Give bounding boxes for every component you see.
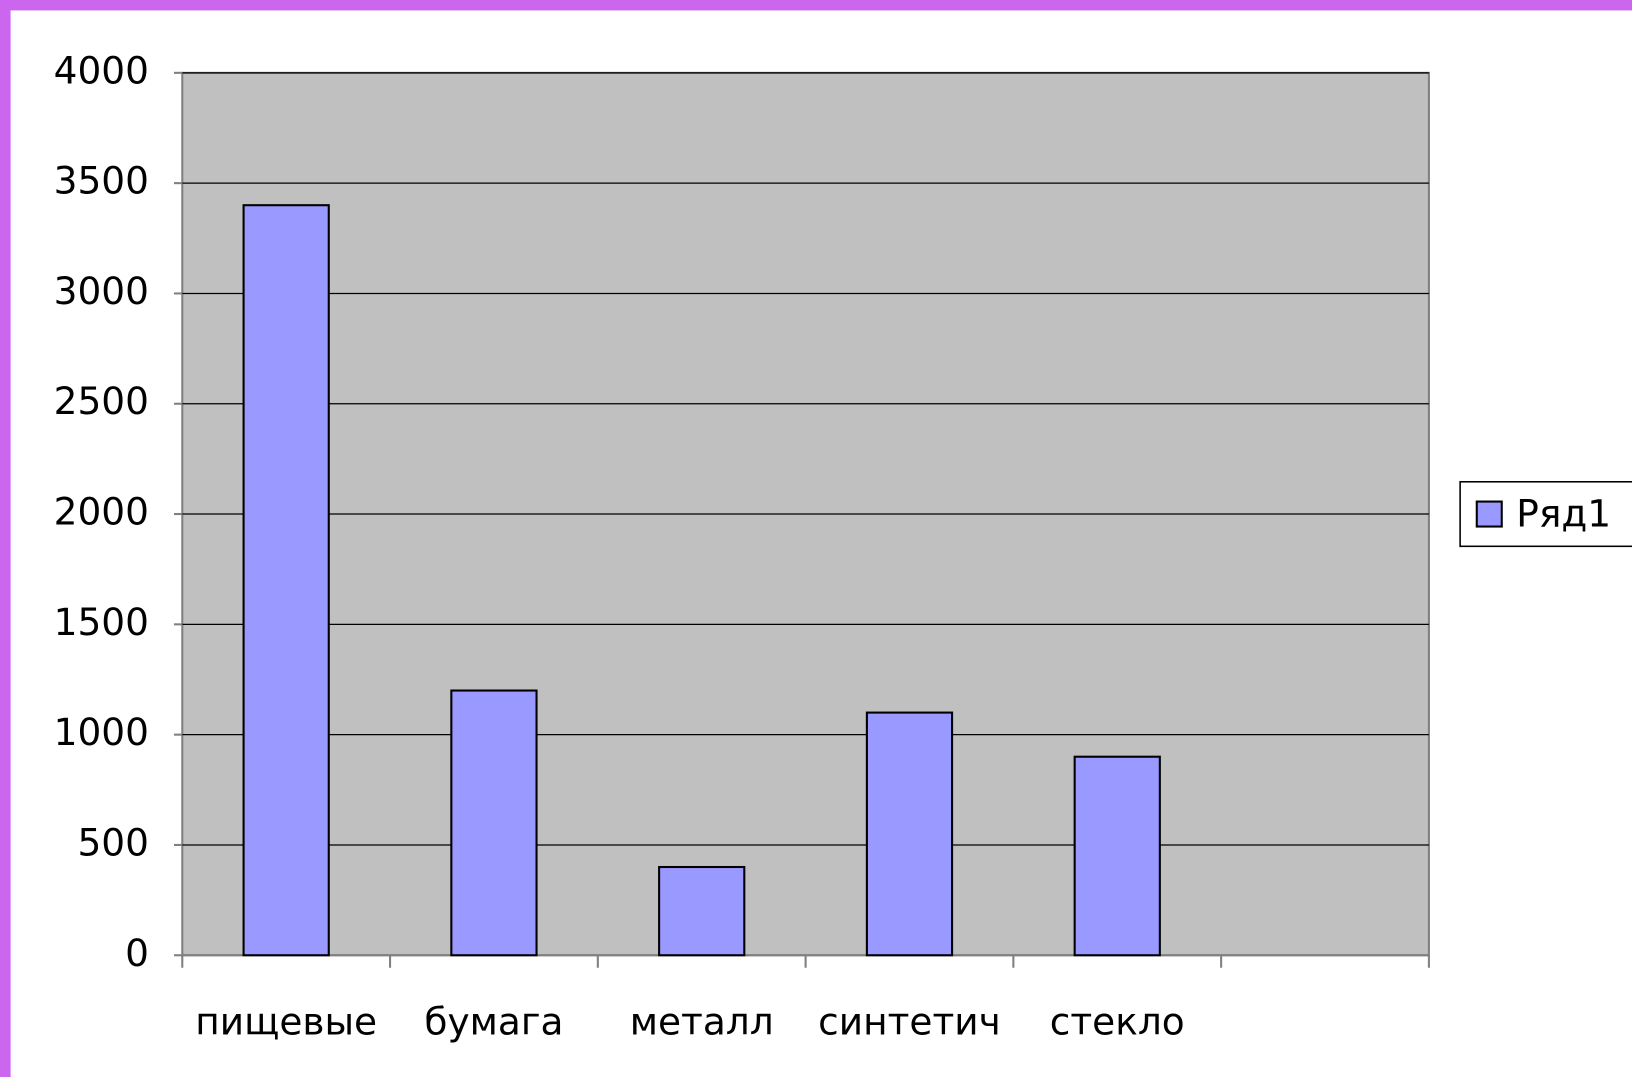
- x-tick-label: металл: [630, 999, 774, 1043]
- legend-swatch: [1475, 500, 1503, 528]
- x-tick-label: синтетич: [818, 999, 1001, 1043]
- y-tick-label: 0: [125, 931, 149, 975]
- x-tick-label: стекло: [1050, 999, 1185, 1043]
- bar: [450, 689, 538, 957]
- bar: [1073, 755, 1161, 957]
- y-tick-label: 1500: [54, 600, 149, 644]
- y-tick-label: 500: [77, 820, 149, 864]
- y-tick-label: 4000: [54, 48, 149, 92]
- y-tick-label: 3500: [54, 159, 149, 203]
- y-tick-label: 2000: [54, 490, 149, 534]
- bar: [865, 711, 954, 957]
- y-tick-label: 1000: [54, 710, 149, 754]
- bar: [658, 865, 746, 957]
- x-tick-label: бумага: [424, 999, 563, 1043]
- y-tick-label: 2500: [54, 379, 149, 423]
- x-tick-label: пищевые: [195, 999, 377, 1043]
- y-tick-label: 3000: [54, 269, 149, 313]
- legend-label: Ряд1: [1516, 492, 1611, 536]
- bar: [242, 204, 330, 957]
